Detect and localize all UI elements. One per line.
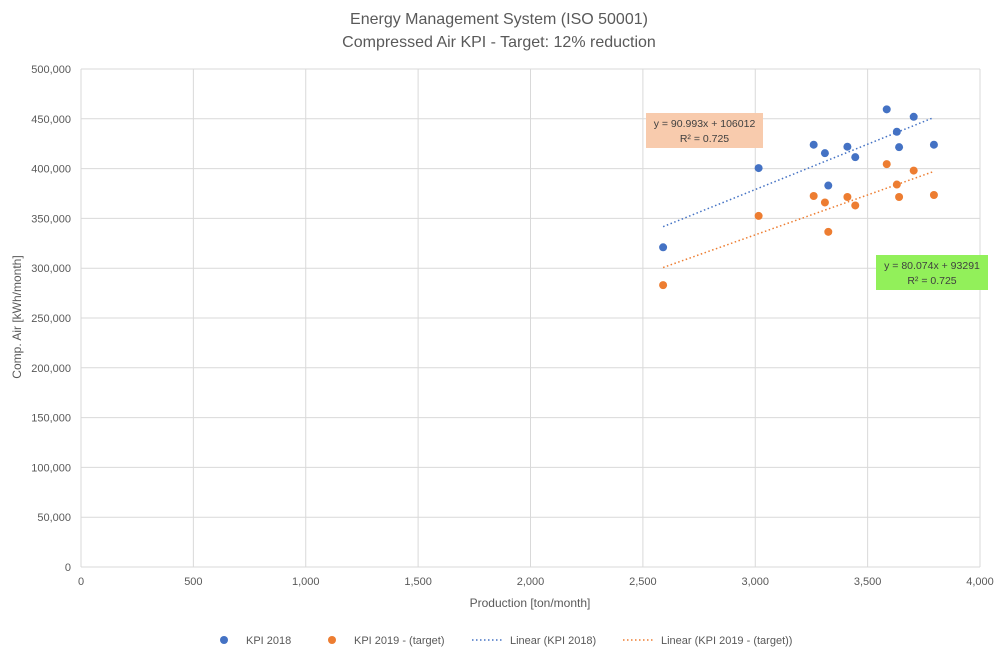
data-point [851,153,860,162]
y-tick-label: 500,000 [31,64,71,76]
y-axis-title: Comp. Air [kWh/month] [10,255,24,378]
data-point [909,166,918,175]
data-points [659,105,938,290]
x-tick-label: 1,000 [292,576,320,588]
data-point [659,281,668,290]
x-tick-label: 0 [78,576,84,588]
legend-label: Linear (KPI 2018) [510,635,596,647]
x-axis-title: Production [ton/month] [470,596,591,610]
x-tick-label: 3,500 [854,576,882,588]
legend-item: KPI 2019 - (target) [328,635,445,647]
data-point [820,198,829,207]
data-point [851,201,860,210]
data-point [882,105,891,114]
data-point [929,190,938,199]
trendline-equation-label: y = 90.993x + 106012 R² = 0.725 [646,113,763,148]
x-tick-label: 4,000 [966,576,994,588]
data-point [754,164,763,173]
y-tick-label: 150,000 [31,413,71,425]
equation-text: y = 80.074x + 93291 [884,260,980,272]
legend-label: Linear (KPI 2019 - (target)) [661,635,792,647]
legend-marker [220,636,228,644]
legend-label: KPI 2019 - (target) [354,635,445,647]
y-tick-label: 450,000 [31,114,71,126]
x-tick-label: 1,500 [404,576,432,588]
y-tick-label: 200,000 [31,363,71,375]
data-point [882,160,891,169]
data-point [824,227,833,236]
y-tick-label: 50,000 [37,512,71,524]
legend-marker [328,636,336,644]
data-point [754,211,763,220]
data-point [809,191,818,200]
legend: KPI 2018 KPI 2019 - (target) Linear (KPI 2… [220,635,792,647]
equation-background [876,255,988,290]
y-tick-label: 100,000 [31,462,71,474]
data-point [892,127,901,136]
data-point [895,192,904,201]
x-tick-label: 3,000 [741,576,769,588]
data-point [809,140,818,149]
chart-title: Energy Management System (ISO 50001) [350,11,648,28]
y-tick-label: 300,000 [31,263,71,275]
data-point [659,243,668,252]
gridlines [80,68,981,568]
r-squared-text: R² = 0.725 [907,275,956,287]
legend-item: Linear (KPI 2019 - (target)) [623,635,792,647]
equation-background [646,113,763,148]
data-point [843,142,852,151]
legend-item: KPI 2018 [220,635,291,647]
x-tick-label: 2,500 [629,576,657,588]
data-point [843,192,852,201]
trendline [662,116,935,228]
data-point [929,140,938,149]
data-point [895,143,904,152]
trendline-equation-label: y = 80.074x + 93291 R² = 0.725 [876,255,988,290]
data-point [892,180,901,189]
data-point [909,112,918,121]
y-tick-label: 0 [65,562,71,574]
y-tick-label: 350,000 [31,213,71,225]
legend-label: KPI 2018 [246,635,291,647]
equation-text: y = 90.993x + 106012 [654,118,756,130]
y-tick-label: 250,000 [31,313,71,325]
trendlines [662,116,935,269]
x-tick-label: 500 [184,576,202,588]
data-point [824,181,833,190]
x-axis-ticks: 0 500 1,000 1,500 2,000 2,500 3,000 3,500 4,000 [78,576,994,588]
y-tick-label: 400,000 [31,164,71,176]
x-tick-label: 2,000 [517,576,545,588]
data-point [820,149,829,158]
chart-subtitle: Compressed Air KPI - Target: 12% reducti… [342,34,656,51]
r-squared-text: R² = 0.725 [680,133,729,145]
y-axis-ticks: 0 50,000 100,000 150,000 200,000 250,000 300,0… [31,64,71,574]
legend-item: Linear (KPI 2018) [472,635,596,647]
